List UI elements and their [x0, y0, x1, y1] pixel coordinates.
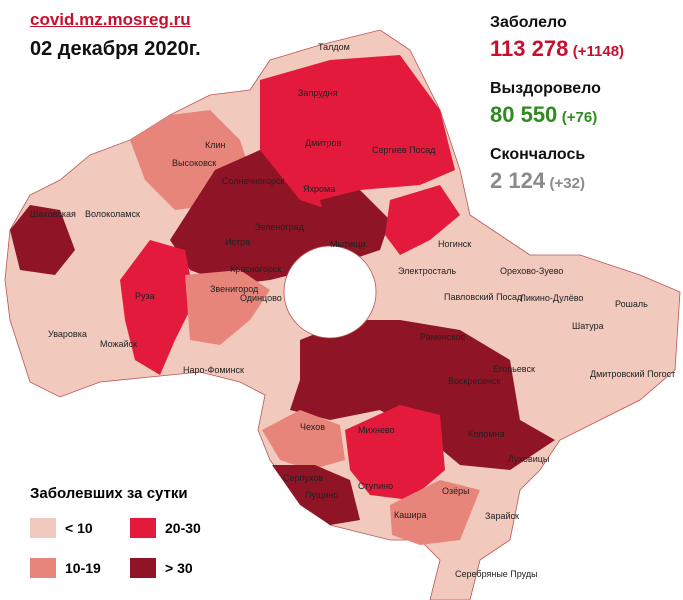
- place-labels: Талдом Запрудня Клин Высоковск Дмитров Яхрома…: [30, 42, 675, 579]
- place-label: Рошаль: [615, 299, 648, 309]
- place-label: Сергиев Посад: [372, 145, 436, 155]
- place-label: Ликино-Дулёво: [520, 293, 583, 303]
- place-label: Мытищи: [330, 239, 366, 249]
- place-label: Клин: [205, 140, 226, 150]
- place-label: Уваровка: [48, 329, 87, 339]
- region: [385, 185, 460, 255]
- place-label: Дмитровский Погост: [590, 369, 675, 379]
- region: [262, 410, 345, 470]
- legend-title: Заболевших за сутки: [30, 485, 188, 502]
- region: [260, 55, 455, 210]
- legend-swatch: [30, 558, 56, 578]
- place-label: Шатура: [572, 321, 604, 331]
- stat-value: 2 124: [490, 168, 546, 193]
- place-label: Озёры: [442, 486, 470, 496]
- stat-label: Заболело: [490, 14, 567, 31]
- stat-label: Выздоровело: [490, 80, 601, 97]
- moscow: [283, 245, 377, 339]
- legend-label: 20-30: [165, 520, 201, 536]
- place-label: Талдом: [318, 42, 350, 52]
- place-label: Чехов: [300, 422, 325, 432]
- source: covid.mz.mosreg.ru: [30, 10, 191, 29]
- place-label: Михнево: [358, 425, 395, 435]
- place-label: Зарайск: [485, 511, 519, 521]
- legend-label: < 10: [65, 520, 93, 536]
- region: [345, 405, 445, 500]
- place-label: Звенигород: [210, 284, 259, 294]
- place-label: Шаховская: [30, 209, 76, 219]
- stat-value: 113 278: [490, 36, 569, 61]
- stat-delta: (+76): [561, 109, 598, 126]
- place-label: Запрудня: [298, 88, 338, 98]
- region: [320, 190, 390, 260]
- stat-row: 113 278 (+1148): [490, 36, 624, 62]
- place-label: Руза: [135, 291, 155, 301]
- place-label: Электросталь: [398, 266, 456, 276]
- stat-row: 80 550 (+76): [490, 102, 597, 128]
- place-label: Воскресенск: [448, 376, 500, 386]
- region: [170, 150, 345, 285]
- place-label: Серебряные Пруды: [455, 569, 538, 579]
- place-label: Раменское: [420, 332, 465, 342]
- place-label: Павловский Посад: [444, 292, 523, 302]
- region: [120, 240, 195, 375]
- place-label: Серпухов: [283, 473, 323, 483]
- legend-swatch: [130, 518, 156, 538]
- place-label: Истра: [225, 237, 250, 247]
- stat-label: Скончалось: [490, 146, 586, 163]
- legend-label: > 30: [165, 560, 193, 576]
- legend: < 10 10-19 20-30 > 30: [30, 518, 201, 578]
- place-label: Волоколамск: [85, 209, 140, 219]
- region: [10, 205, 75, 275]
- place-label: Можайск: [100, 339, 137, 349]
- place-label: Ступино: [358, 481, 393, 491]
- place-label: Кашира: [394, 510, 427, 520]
- place-label: Ногинск: [438, 239, 471, 249]
- region: [390, 480, 480, 545]
- place-label: Дмитров: [305, 138, 341, 148]
- place-label: Егорьевск: [493, 364, 535, 374]
- place-label: Солнечногорск: [222, 176, 284, 186]
- legend-swatch: [130, 558, 156, 578]
- place-label: Зеленоград: [255, 222, 305, 232]
- place-label: Пущино: [305, 490, 338, 500]
- place-label: Наро-Фоминск: [183, 365, 244, 375]
- place-label: Орехово-Зуево: [500, 266, 563, 276]
- stat-value: 80 550: [490, 102, 558, 127]
- place-label: Яхрома: [303, 184, 335, 194]
- place-label: Луховицы: [508, 454, 549, 464]
- region: [272, 465, 360, 525]
- region: [290, 320, 555, 470]
- stat-delta: (+1148): [572, 43, 625, 60]
- legend-label: 10-19: [65, 560, 101, 576]
- date: 02 декабря 2020г.: [30, 38, 201, 60]
- place-label: Одинцово: [240, 293, 282, 303]
- place-label: Красногорск: [230, 264, 281, 274]
- place-label: Коломна: [468, 429, 505, 439]
- legend-swatch: [30, 518, 56, 538]
- place-label: Высоковск: [172, 158, 216, 168]
- stat-delta: (+32): [549, 175, 585, 192]
- region: [185, 270, 270, 345]
- stat-row: 2 124 (+32): [490, 168, 585, 194]
